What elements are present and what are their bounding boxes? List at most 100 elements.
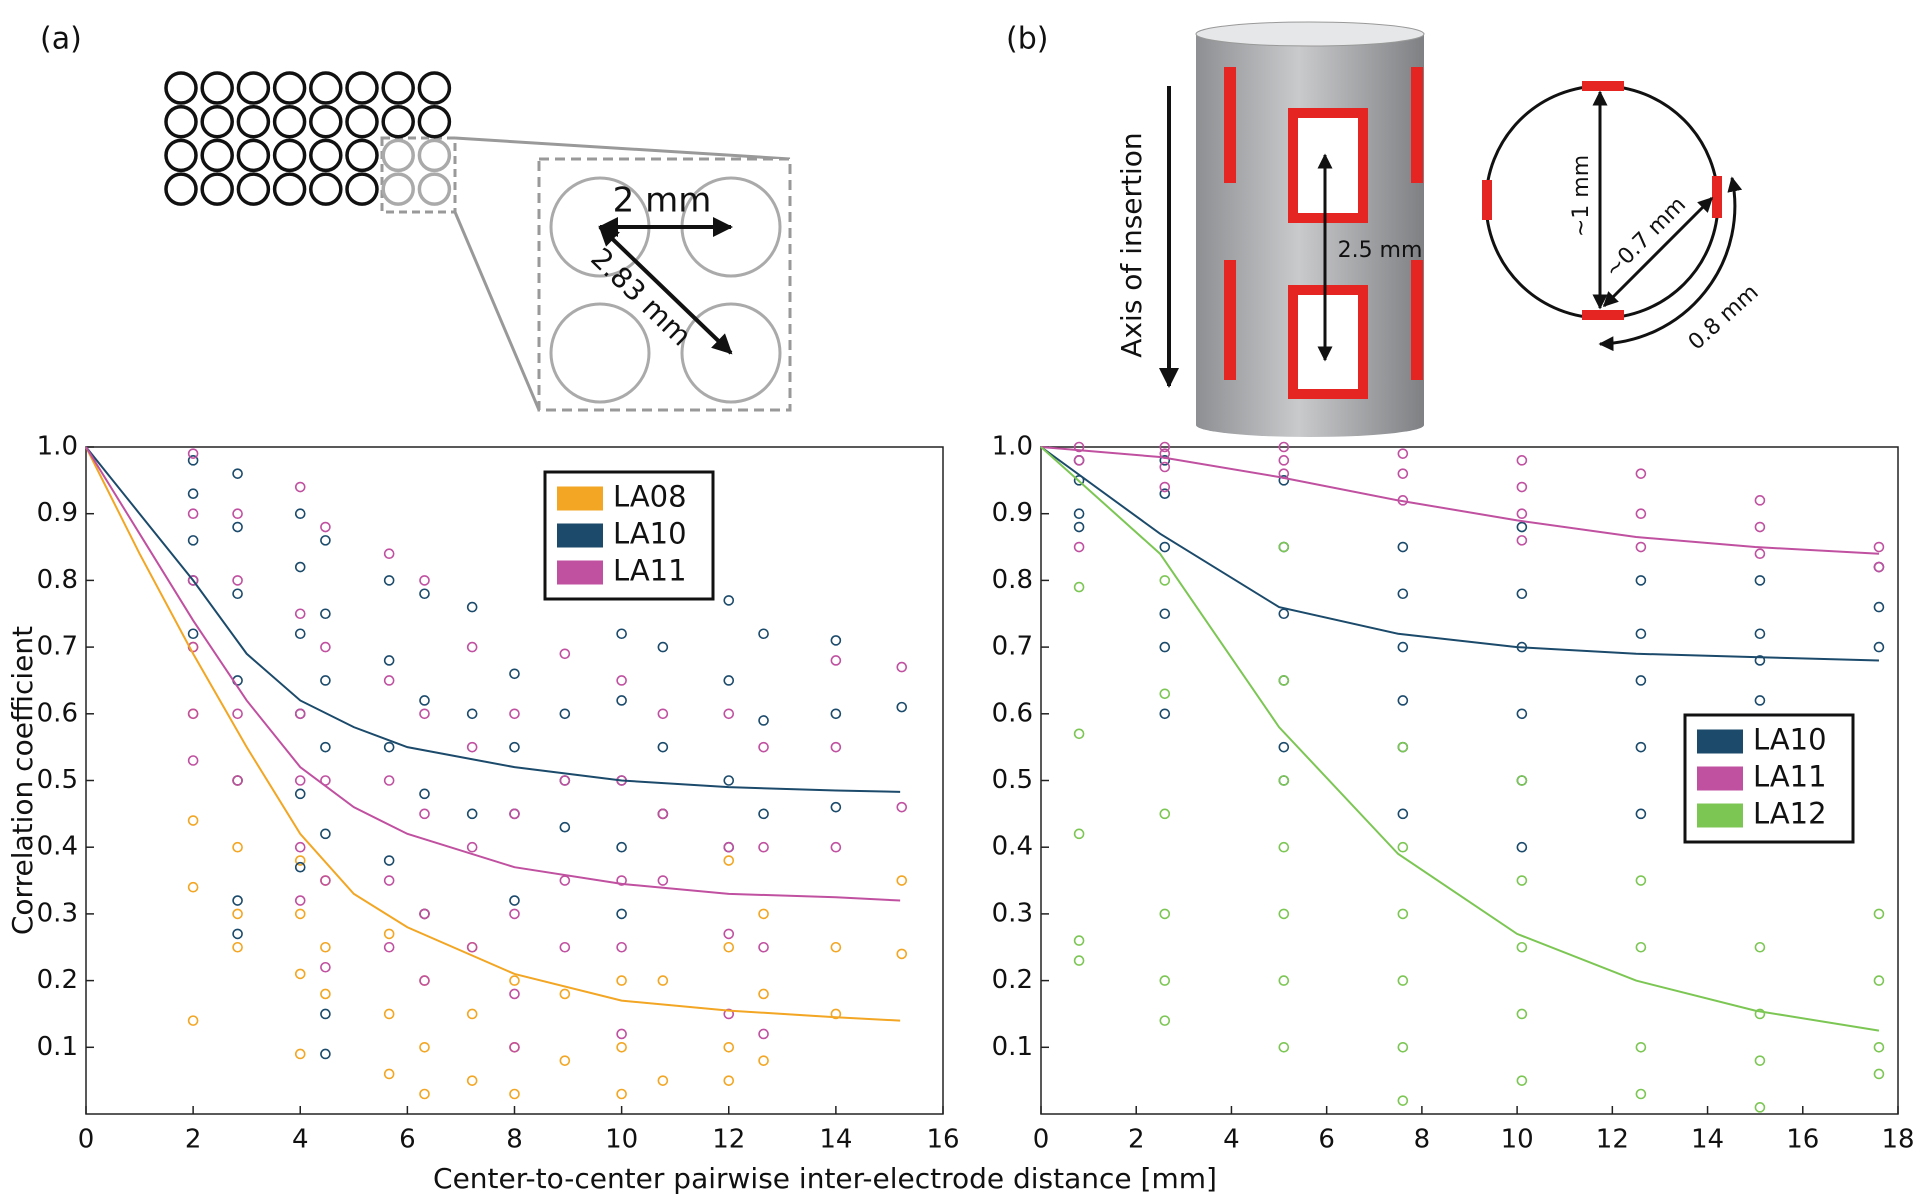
electrode	[164, 138, 198, 173]
electrode	[164, 104, 198, 139]
point	[187, 628, 199, 640]
point	[616, 1042, 627, 1053]
point	[616, 1088, 627, 1100]
point	[509, 1042, 520, 1053]
point	[1873, 641, 1885, 653]
point	[1635, 875, 1647, 886]
point	[419, 588, 430, 600]
y-tick-label: 0.7	[992, 632, 1033, 662]
point	[723, 775, 735, 786]
fit-line	[1040, 446, 1879, 662]
point	[1278, 975, 1290, 986]
probe-diagram: (b) Axis of insertion 2.5 mm ~1 mm ~0.7 …	[1006, 21, 1764, 437]
point	[1278, 541, 1290, 553]
chord-label: ~0.7 mm	[1600, 192, 1691, 283]
x-tick-label: 18	[1881, 1125, 1914, 1155]
point	[1516, 455, 1528, 466]
point	[1516, 508, 1528, 520]
point	[1754, 695, 1766, 706]
point	[509, 668, 520, 680]
y-tick-label: 0.1	[992, 1032, 1033, 1062]
point	[1397, 541, 1409, 553]
point	[509, 708, 520, 720]
point	[657, 708, 669, 720]
point	[758, 908, 769, 920]
point	[320, 961, 331, 973]
point	[1397, 468, 1409, 479]
x-tick-label: 2	[185, 1125, 202, 1155]
point	[320, 741, 331, 753]
point	[1397, 975, 1409, 986]
point	[758, 1028, 769, 1040]
point	[383, 875, 395, 886]
point	[232, 508, 243, 520]
electrode	[381, 138, 415, 173]
point	[1635, 1042, 1647, 1053]
distance-arrow	[598, 225, 733, 355]
point	[1516, 1008, 1528, 1020]
point	[232, 521, 243, 533]
point	[559, 775, 571, 786]
point	[1073, 521, 1085, 533]
point	[758, 1055, 769, 1066]
y-tick-label: 0.7	[37, 632, 78, 662]
point	[1397, 841, 1409, 853]
y-tick-label: 0.9	[992, 498, 1033, 528]
point	[1754, 1102, 1766, 1113]
arc-arrow	[1598, 176, 1743, 352]
y-tick-label: 0.8	[37, 565, 78, 595]
electrode	[417, 172, 452, 206]
point	[559, 941, 571, 953]
point	[187, 708, 199, 720]
plot-area	[85, 446, 944, 1115]
legend-label: LA10	[613, 517, 687, 551]
x-tick-label: 10	[605, 1125, 638, 1155]
point	[616, 941, 627, 953]
point	[1159, 688, 1171, 700]
point	[320, 1048, 331, 1060]
electrode	[381, 172, 415, 206]
zoom-line	[454, 136, 791, 161]
point	[383, 575, 395, 586]
point	[1516, 708, 1528, 720]
point	[294, 895, 306, 906]
point	[1278, 1042, 1290, 1053]
spacing-label: 2.5 mm	[1338, 238, 1423, 263]
x-tick-label: 14	[1691, 1125, 1724, 1155]
point	[320, 521, 331, 533]
point	[232, 841, 243, 853]
x-tick-label: 12	[712, 1125, 745, 1155]
fit-line	[1040, 446, 1880, 555]
electrode	[309, 104, 343, 139]
point	[1635, 541, 1647, 553]
point	[1635, 741, 1647, 753]
point	[723, 1075, 735, 1086]
point	[616, 675, 627, 686]
x-tick-label: 10	[1501, 1125, 1534, 1155]
electrode	[309, 172, 343, 206]
point	[723, 675, 735, 686]
point	[466, 708, 478, 720]
point	[187, 508, 199, 520]
point	[1278, 608, 1290, 620]
point	[187, 448, 199, 459]
point	[657, 808, 669, 820]
point	[232, 941, 243, 953]
point	[1073, 441, 1085, 453]
point	[1073, 828, 1085, 840]
electrode	[272, 104, 307, 139]
point	[896, 875, 908, 886]
contact	[1712, 176, 1722, 218]
cylinder-top	[1195, 21, 1425, 47]
point	[616, 1028, 627, 1040]
point	[616, 841, 627, 853]
point	[232, 468, 243, 479]
legend-label: LA10	[1753, 723, 1827, 757]
electrode	[236, 172, 271, 206]
x-axis-label: Center-to-center pairwise inter-electrod…	[433, 1162, 1217, 1195]
point	[294, 628, 306, 640]
x-tick-label: 16	[1786, 1125, 1819, 1155]
arc-label: 0.8 mm	[1684, 280, 1764, 355]
electrode	[200, 138, 234, 173]
